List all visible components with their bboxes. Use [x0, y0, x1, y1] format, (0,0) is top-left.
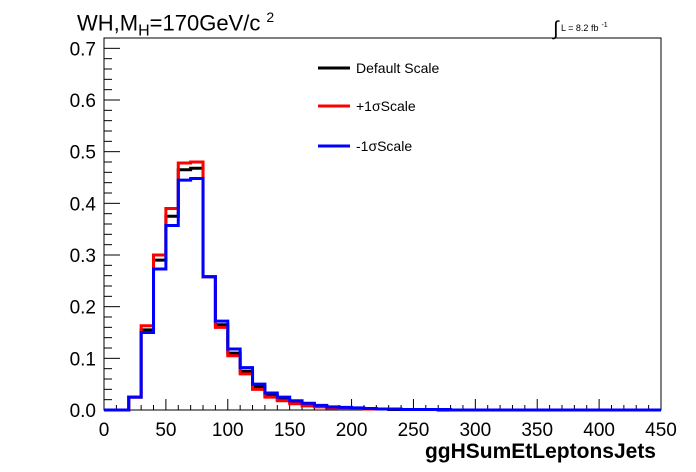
x-tick-label: 450	[645, 420, 677, 441]
x-tick-label: 150	[274, 420, 306, 441]
y-tick-label: 0.0	[70, 401, 96, 422]
y-tick-label: 0.4	[70, 194, 97, 215]
x-tick-label: 250	[398, 420, 430, 441]
series-line-1	[104, 160, 661, 412]
title-value: =170GeV/c	[149, 10, 261, 36]
y-tick-label: 0.5	[70, 143, 96, 164]
luminosity-label: ∫ L = 8.2 fb -1	[553, 14, 608, 40]
title-subscript: H	[138, 22, 150, 40]
legend-label-0: Default Scale	[356, 60, 439, 76]
x-tick-label: 100	[212, 420, 244, 441]
y-tick-label: 0.7	[70, 39, 96, 60]
x-tick-label: 300	[459, 420, 491, 441]
x-tick-label: 0	[99, 420, 110, 441]
y-tick-label: 0.1	[70, 349, 96, 370]
x-tick-label: 50	[155, 420, 176, 441]
y-tick-label: 0.6	[70, 91, 96, 112]
x-axis-label: ggHSumEtLeptonsJets	[424, 440, 656, 463]
x-tick-label: 400	[583, 420, 615, 441]
x-tick-label: 200	[336, 420, 368, 441]
title-superscript: 2	[266, 9, 275, 25]
x-tick-label: 350	[521, 420, 553, 441]
luminosity-superscript: -1	[601, 22, 608, 29]
plot-frame	[103, 37, 662, 411]
series-line-0	[104, 166, 661, 412]
series-line-2	[104, 177, 661, 412]
y-tick-label: 0.2	[70, 298, 96, 319]
integral-symbol: ∫	[553, 18, 559, 40]
chart-title: WH,MH=170GeV/c 2	[77, 9, 274, 41]
title-prefix: WH,M	[77, 10, 139, 36]
axis-ticks: 0 50 100 150 200 250 300 350 400 450 0.0 0.1 0.2 0.3 0…	[70, 37, 677, 441]
luminosity-text: L = 8.2 fb	[561, 23, 599, 33]
y-tick-label: 0.3	[70, 246, 96, 267]
legend: Default Scale +1σScale -1σScale	[318, 60, 439, 154]
legend-label-2: -1σScale	[356, 138, 412, 154]
legend-label-1: +1σScale	[356, 98, 416, 114]
series-lines	[104, 160, 661, 412]
